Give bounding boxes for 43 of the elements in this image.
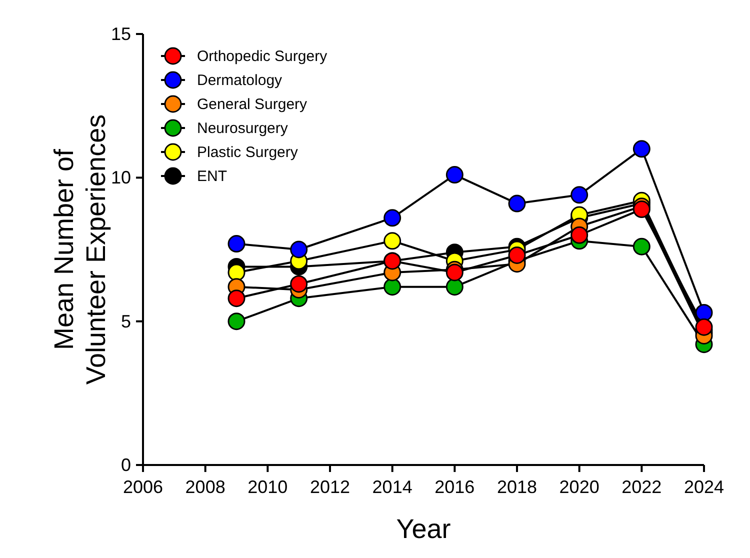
x-tick-label: 2020 [559,477,600,497]
point [446,264,464,282]
point [446,166,464,184]
legend-label: ENT [197,168,227,185]
point [508,246,526,264]
x-axis-title: Year [396,514,451,544]
point [228,290,246,308]
x-tick-label: 2018 [496,477,538,497]
x-tick-label: 2006 [122,477,164,497]
point [290,275,308,293]
y-tick-label: 10 [110,168,131,188]
legend-label: Dermatology [197,72,283,89]
x-tick-label: 2008 [185,477,226,497]
point [228,264,246,282]
point [290,240,308,258]
y-tick-label: 5 [120,311,131,332]
legend-label: General Surgery [197,96,308,113]
point [632,140,650,158]
point [384,232,402,250]
point [228,235,246,253]
x-tick-label: 2012 [310,477,350,497]
point [446,278,464,296]
x-tick-label: 2014 [372,477,412,497]
point [508,194,526,212]
y-axis-title: Mean Number of Volunteer Experiences [49,114,111,385]
point [228,312,246,330]
legend-label: Neurosurgery [197,120,288,137]
point [695,318,713,336]
y-tick-label: 15 [110,24,131,44]
point [570,186,588,204]
point [570,226,588,244]
legend-label: Plastic Surgery [197,144,298,161]
y-tick-label: 0 [120,455,131,475]
point [632,238,650,256]
x-tick-label: 2024 [684,477,724,497]
point [695,304,713,322]
x-tick-label: 2010 [248,477,288,497]
legend-label: Orthopedic Surgery [197,48,328,65]
point [384,209,402,227]
point [632,200,650,218]
x-tick-label: 2022 [622,477,662,497]
x-tick-label: 2016 [434,477,475,497]
point [384,278,402,296]
